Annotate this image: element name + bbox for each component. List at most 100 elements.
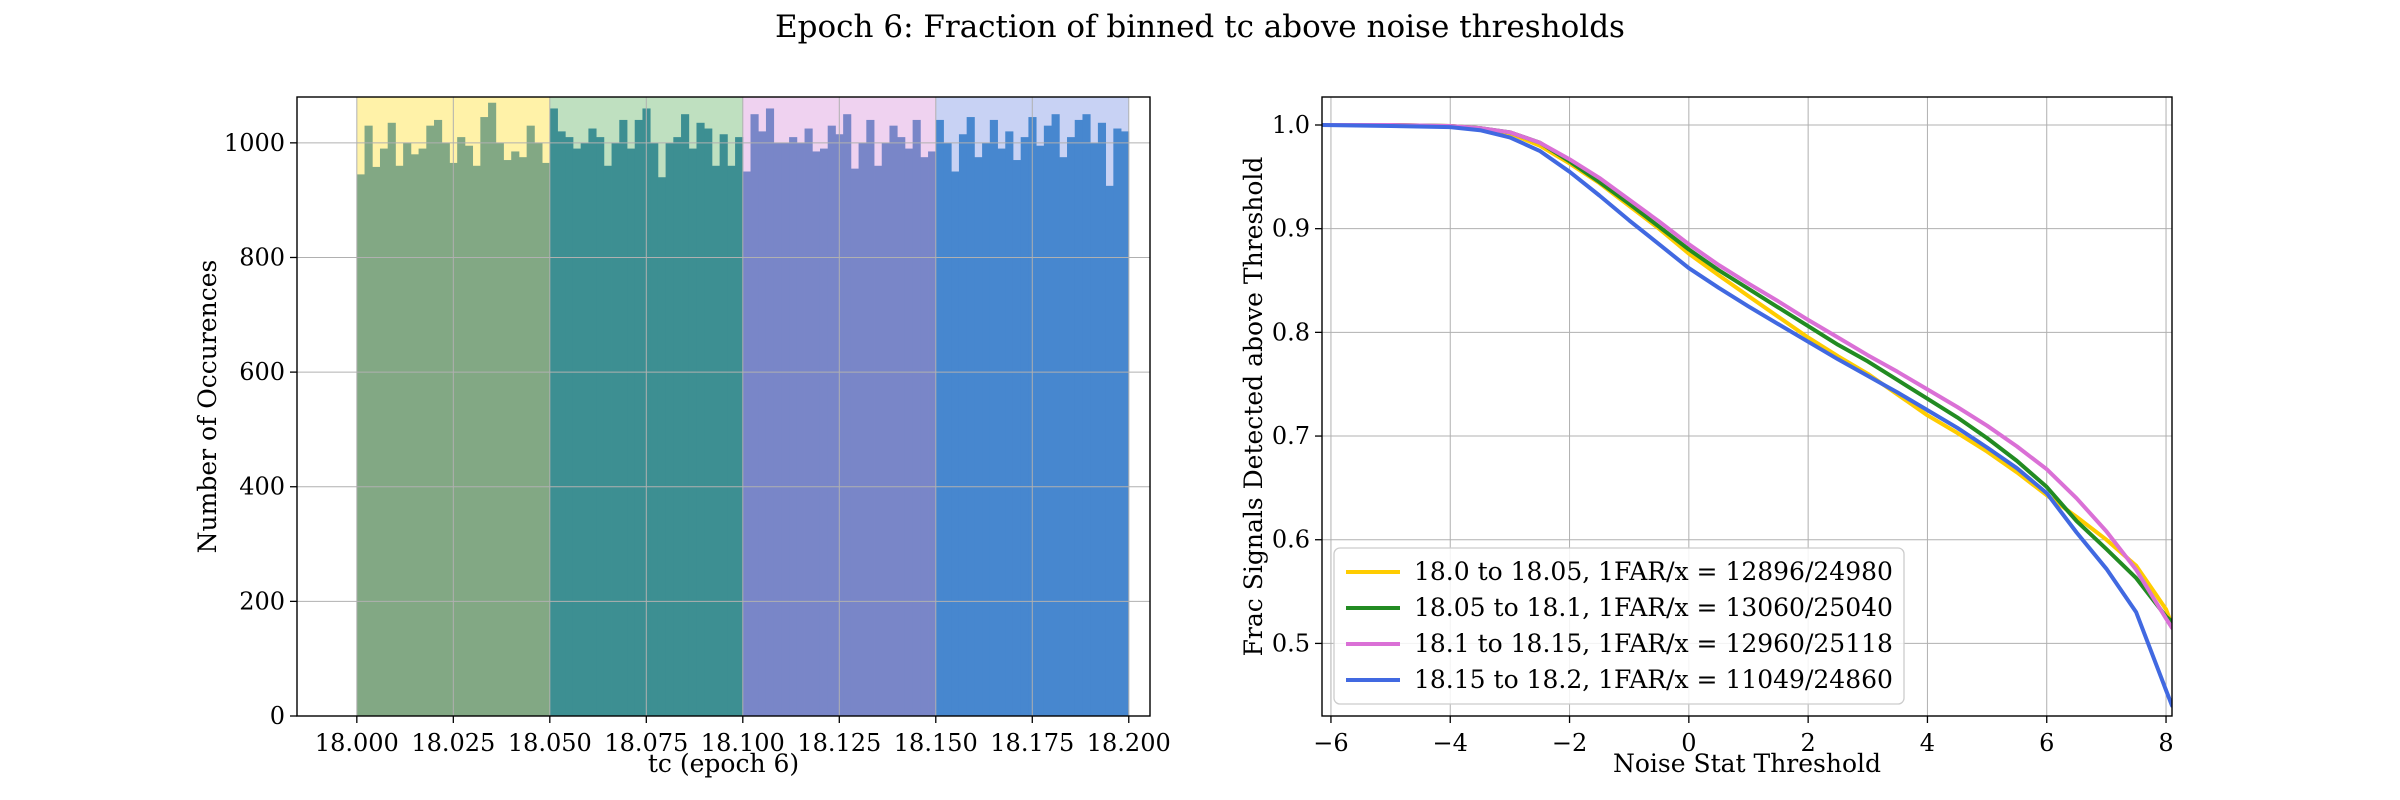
histogram-bar [627, 148, 636, 717]
histogram-bar [750, 114, 759, 716]
line-chart-x-tick-label: 4 [1920, 729, 1935, 757]
histogram-bar [1043, 125, 1052, 716]
histogram-x-tick-label: 18.100 [701, 729, 785, 757]
histogram-bar [557, 131, 566, 716]
histogram-bar [1113, 128, 1122, 717]
line-chart-x-ticks: −6 −4 −2 0 2 4 6 8 [1313, 716, 2174, 757]
histogram-bar [418, 148, 427, 717]
histogram-y-tick-label: 1000 [224, 129, 285, 157]
histogram-y-tick-label: 600 [239, 358, 285, 386]
histogram-bar [812, 151, 821, 716]
histogram-bar [796, 142, 805, 716]
histogram-x-axis-label: tc (epoch 6) [648, 749, 799, 778]
line-chart-y-axis-label: Frac Signals Detected above Threshold [1239, 157, 1268, 657]
line-chart-y-tick-label: 1.0 [1272, 111, 1310, 139]
histogram-panel: 18.000 18.025 18.050 18.075 18.100 18.125 18.1… [193, 96, 1171, 778]
histogram-x-tick-label: 18.050 [508, 729, 592, 757]
histogram-bar [1121, 131, 1130, 716]
histogram-bar [858, 142, 867, 716]
histogram-bar [657, 177, 667, 717]
histogram-bar [611, 142, 620, 716]
histogram-bar [1074, 119, 1083, 717]
histogram-bar [580, 142, 589, 716]
histogram-bar [735, 137, 744, 717]
histogram-y-tick-label: 0 [270, 702, 285, 730]
histogram-y-tick-label: 200 [239, 587, 285, 615]
histogram-bar [881, 142, 890, 716]
line-chart-y-tick-label: 0.9 [1272, 215, 1310, 243]
histogram-bar [789, 137, 798, 717]
histogram-bar [897, 137, 906, 717]
histogram-bar [1090, 142, 1099, 716]
histogram-bar [758, 131, 767, 716]
histogram-bar [765, 108, 775, 717]
histogram-x-ticks: 18.000 18.025 18.050 18.075 18.100 18.125 18.1… [315, 716, 1171, 757]
histogram-bar [1036, 145, 1045, 716]
histogram-bar [958, 134, 968, 716]
line-chart-y-tick-label: 0.5 [1272, 629, 1310, 657]
line-chart-x-tick-label: −4 [1433, 729, 1468, 757]
histogram-bar [904, 148, 914, 717]
histogram-bar [889, 125, 898, 716]
histogram-bar [704, 128, 713, 717]
histogram-x-tick-label: 18.000 [315, 729, 399, 757]
histogram-bar [688, 148, 697, 717]
legend-entry: 18.15 to 18.2, 1FAR/x = 11049/24860 [1414, 665, 1893, 694]
histogram-bar [974, 157, 983, 717]
histogram-bar [920, 157, 929, 717]
histogram-bar [426, 125, 435, 716]
histogram-x-tick-label: 18.175 [990, 729, 1074, 757]
histogram-bar [503, 160, 512, 717]
histogram-bar [935, 119, 944, 717]
line-series-2 [1322, 123, 2172, 624]
histogram-bar [480, 117, 489, 717]
histogram-bar [711, 165, 721, 716]
histogram-bar [951, 171, 960, 716]
histogram-bar [372, 166, 381, 716]
histogram-bar [395, 165, 404, 716]
histogram-bar [850, 168, 859, 716]
histogram-bar [781, 142, 790, 716]
histogram-bar [1005, 131, 1014, 716]
histogram-bar [472, 165, 481, 716]
histogram-bar [603, 165, 612, 716]
histogram-bar [650, 142, 659, 716]
line-chart-x-tick-label: 8 [2158, 729, 2173, 757]
histogram-bar [819, 148, 829, 717]
line-series-3 [1322, 123, 2172, 630]
histogram-bar [719, 134, 728, 716]
histogram-bar [997, 148, 1006, 717]
histogram-bar [549, 108, 558, 717]
line-chart-panel: −6 −4 −2 0 2 4 6 8 0.5 0.6 0.7 0.8 0.9 1.0 Noise Sta… [1239, 96, 2174, 778]
line-chart-x-tick-label: −6 [1313, 729, 1348, 757]
histogram-bar [542, 162, 551, 716]
histogram-bar [827, 125, 836, 716]
histogram-bar [364, 125, 373, 716]
histogram-bar [403, 142, 412, 716]
histogram-x-tick-label: 18.075 [604, 729, 688, 757]
histogram-bar [488, 102, 497, 716]
histogram-bar [619, 119, 628, 717]
histogram-bar [596, 137, 605, 717]
histogram-y-tick-label: 400 [239, 473, 285, 501]
histogram-x-tick-label: 18.150 [894, 729, 978, 757]
histogram-bar [673, 137, 682, 717]
line-chart-axes-frame [1321, 96, 2173, 717]
histogram-bar [696, 122, 705, 716]
histogram-bar [681, 114, 690, 716]
histogram-bar [464, 145, 474, 716]
histogram-bar [665, 142, 674, 716]
histogram-axes-frame [296, 96, 1151, 717]
histogram-y-axis-label: Number of Occurences [193, 260, 222, 554]
histogram-bar [457, 137, 466, 717]
line-chart-y-tick-label: 0.7 [1272, 422, 1310, 450]
histogram-bar [804, 128, 813, 717]
line-chart-y-ticks: 0.5 0.6 0.7 0.8 0.9 1.0 [1272, 111, 1322, 657]
histogram-bar [356, 174, 365, 716]
histogram-x-tick-label: 18.200 [1087, 729, 1171, 757]
histogram-bar [588, 128, 597, 717]
histogram-x-tick-label: 18.125 [797, 729, 881, 757]
histogram-bar [518, 157, 528, 717]
histogram-bar [727, 165, 736, 716]
